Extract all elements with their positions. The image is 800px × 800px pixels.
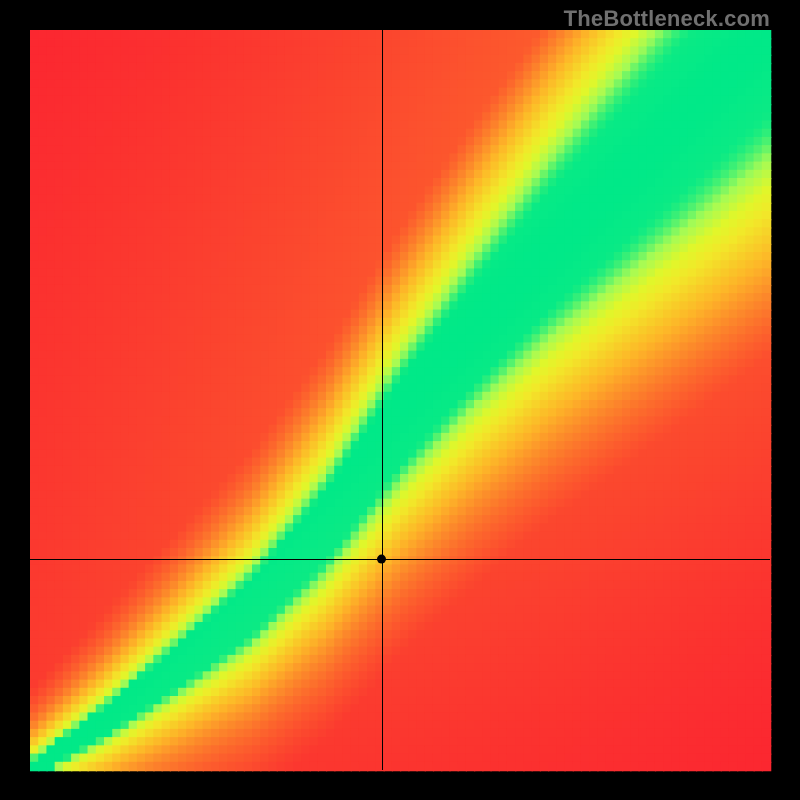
bottleneck-heatmap	[0, 0, 800, 800]
chart-container: TheBottleneck.com	[0, 0, 800, 800]
watermark-text: TheBottleneck.com	[564, 6, 770, 32]
